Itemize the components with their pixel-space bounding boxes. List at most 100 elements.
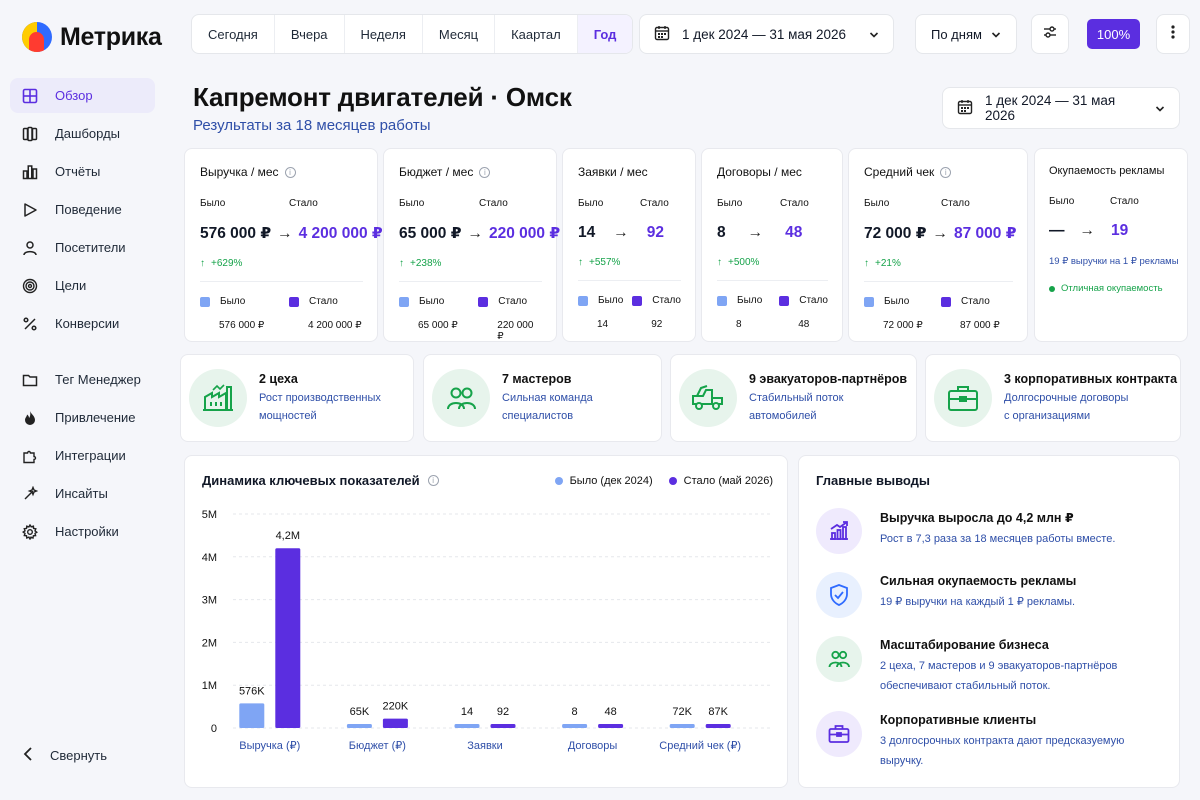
before-label: Было [864, 198, 890, 209]
kpi-card-budget[interactable]: Бюджет / мес i Было Стало 65 000 ₽ → 220 000… [383, 148, 560, 342]
after-label: Стало [640, 198, 669, 209]
after-label: Стало [479, 198, 508, 209]
chevron-left-icon [22, 746, 34, 765]
bar-old [562, 724, 588, 728]
info-icon[interactable]: i [940, 166, 952, 178]
grouping-value: По дням [931, 26, 982, 42]
growth-value: +21% [875, 258, 901, 269]
legend-swatch-old [864, 296, 874, 307]
feature-desc-line2: специалистов [502, 409, 574, 422]
sidebar-item-insights[interactable]: Инсайты [10, 476, 155, 511]
data-label: 8 [572, 706, 578, 718]
tab-yesterday[interactable]: Вчера [275, 15, 345, 53]
before-label: Было [578, 198, 604, 209]
sidebar-item-label: Конверсии [55, 316, 120, 331]
insight-item: Сильная окупаемость рекламы 19 ₽ выручки… [816, 572, 1150, 618]
sidebar-item-overview[interactable]: Обзор [10, 78, 155, 113]
before-value: 14 [578, 224, 596, 241]
logo[interactable]: Метрика [22, 22, 162, 52]
arrow-up-icon: ↑ [717, 257, 722, 268]
info-icon[interactable]: i [284, 166, 296, 178]
date-range-text: 1 дек 2024 — 31 мая 2026 [985, 93, 1116, 123]
collapse-sidebar-button[interactable]: Свернуть [22, 746, 107, 765]
gear-icon [21, 523, 39, 541]
after-label: Стало [1110, 196, 1139, 207]
tab-week[interactable]: Неделя [345, 15, 423, 53]
sidebar-item-reports[interactable]: Отчёты [10, 154, 155, 189]
tab-quarter[interactable]: Каартал [495, 15, 578, 53]
legend-old-label: Было [419, 296, 445, 307]
puzzle-icon [21, 447, 39, 465]
filter-button[interactable] [1031, 14, 1069, 54]
legend-new-label: Стало [799, 295, 828, 306]
date-range-picker[interactable]: 1 дек 2024 — 31 мая 2026 [639, 14, 894, 54]
sidebar-item-goals[interactable]: Цели [10, 268, 155, 303]
kpi-card-roi[interactable]: Окупаемость рекламы Было Стало — → 19 19 ₽ … [1034, 148, 1188, 342]
after-value: 87 000 ₽ [954, 225, 1017, 242]
chart-card: Динамика ключевых показателей i Было (дек… [184, 455, 788, 788]
sidebar-item-label: Цели [55, 278, 87, 293]
legend-swatch-old [399, 296, 409, 307]
sidebar-item-settings[interactable]: Настройки [10, 514, 155, 549]
divider [717, 280, 828, 281]
feature-desc-line1: Стабильный поток [749, 391, 844, 404]
arrow-up-icon: ↑ [200, 258, 205, 269]
bar-old [346, 724, 372, 728]
before-value: 65 000 ₽ [399, 225, 462, 242]
tab-today[interactable]: Сегодня [192, 15, 275, 53]
tab-year[interactable]: Год [577, 15, 633, 53]
factory-icon [189, 369, 247, 427]
report-date-range-picker[interactable]: 1 дек 2024 — 31 мая 2026 [942, 87, 1180, 129]
legend-swatch-new [779, 295, 790, 306]
legend-old-value: 576 000 ₽ [219, 320, 265, 331]
sample-button[interactable]: 100% [1087, 19, 1140, 49]
legend-old-label: Было [884, 296, 910, 307]
arrow-up-icon: ↑ [864, 258, 869, 269]
more-vertical-icon [1171, 24, 1175, 45]
tab-month[interactable]: Месяц [423, 15, 496, 53]
kpi-card-revenue[interactable]: Выручка / мес i Было Стало 576 000 ₽ → 4 200… [184, 148, 383, 342]
info-icon[interactable]: i [427, 475, 439, 486]
insight-desc: 2 цеха, 7 мастеров и 9 эвакуаторов-партн… [880, 660, 1118, 692]
sidebar-item-tag-manager[interactable]: Тег Менеджер [10, 362, 155, 397]
sidebar-item-label: Посетители [55, 240, 126, 255]
sidebar-item-conversions[interactable]: Конверсии [10, 306, 155, 341]
kpi-card-contracts[interactable]: Договоры / мес Было Стало 8 → 48 ↑ +500% Был… [701, 148, 843, 342]
legend-new-label: Стало [309, 296, 338, 307]
sidebar-item-dashboards[interactable]: Дашборды [10, 116, 155, 151]
legend-old-label: Было [598, 295, 624, 306]
sidebar-item-visitors[interactable]: Посетители [10, 230, 155, 265]
sidebar-item-integrations[interactable]: Интеграции [10, 438, 155, 473]
info-icon[interactable]: i [479, 166, 491, 178]
kpi-card-avg-check[interactable]: Средний чек i Было Стало 72 000 ₽ → 87 000 ₽… [848, 148, 1028, 342]
after-label: Стало [941, 198, 970, 209]
feature-title: 3 корпоративных контракта [1004, 371, 1178, 386]
y-tick-label: 0 [211, 723, 217, 735]
briefcase-icon [934, 369, 992, 427]
tag-icon [21, 371, 39, 389]
sidebar-item-acquisition[interactable]: Привлечение [10, 400, 155, 435]
collapse-label: Свернуть [50, 748, 108, 763]
grouping-select[interactable]: По дням [915, 14, 1017, 54]
logo-mark-icon [22, 22, 52, 52]
sidebar-item-label: Отчёты [55, 164, 101, 179]
feature-card-corporate: 3 корпоративных контракта Долгосрочные д… [925, 354, 1181, 442]
sidebar-item-behavior[interactable]: Поведение [10, 192, 155, 227]
bar-new [275, 548, 301, 728]
divider [200, 281, 363, 282]
app-name: Метрика [60, 22, 162, 51]
data-label: 14 [461, 706, 473, 718]
feature-desc-line1: Рост производственных [259, 391, 381, 404]
feature-card-masters: 7 мастеров Сильная команда специалистов [423, 354, 662, 442]
kpi-card-leads[interactable]: Заявки / мес Было Стало 14 → 92 ↑ +557% Было… [562, 148, 696, 342]
x-tick-label: Бюджет (₽) [349, 740, 406, 752]
feature-title: 2 цеха [259, 371, 298, 386]
more-menu-button[interactable] [1156, 14, 1190, 54]
y-tick-label: 1M [202, 680, 217, 692]
growth-value: +500% [728, 257, 760, 268]
arrow-right-icon: → [277, 224, 293, 242]
legend-old-label: Было [220, 296, 246, 307]
user-icon [21, 239, 39, 257]
after-value: 19 [1111, 222, 1129, 239]
data-label: 220K [383, 701, 409, 713]
